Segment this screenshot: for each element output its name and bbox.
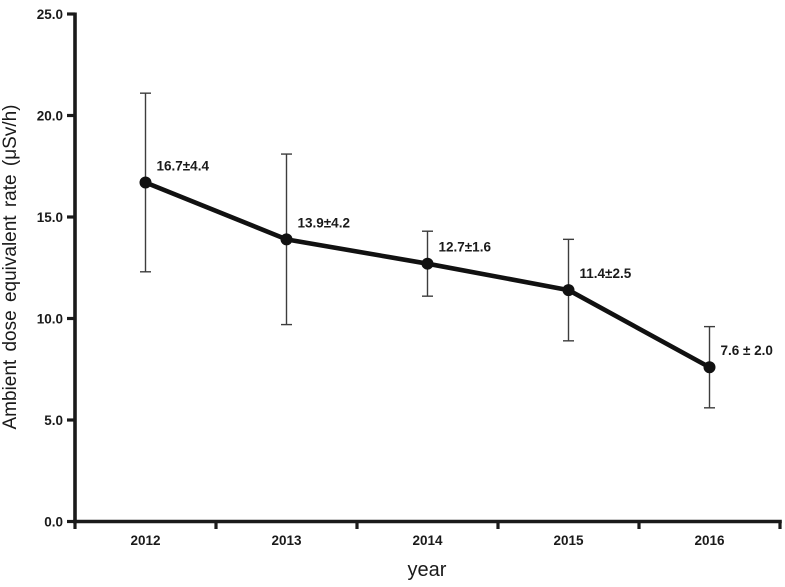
x-tick-labels: 2012 2013 2014 2015 2016 [130,533,725,548]
data-point-marker [562,284,575,297]
data-point-marker [280,233,293,246]
y-tick-label: 25.0 [37,7,63,22]
data-points [139,176,716,374]
data-point-marker [421,257,434,270]
data-point-label: 11.4±2.5 [580,266,632,281]
x-tick-label: 2015 [553,533,584,548]
data-point-marker [703,361,716,374]
y-tick-label: 0.0 [44,514,63,529]
x-axis-label: year [408,559,447,581]
data-point-label: 7.6 ± 2.0 [721,343,773,358]
y-axis-label: Ambient dose equivalent rate (μSv/h) [0,105,21,430]
data-point-label: 13.9±4.2 [298,215,350,230]
data-point-label: 16.7±4.4 [157,158,210,173]
x-tick-label: 2016 [694,533,725,548]
y-tick-label: 15.0 [37,210,63,225]
data-point-labels: 16.7±4.4 13.9±4.2 12.7±1.6 11.4±2.5 7.6 ± 2.… [157,158,773,358]
x-tick-label: 2012 [130,533,160,548]
axes [67,12,782,529]
y-tick-labels: 0.0 5.0 10.0 15.0 20.0 25.0 [37,7,63,529]
y-tick-label: 5.0 [44,413,63,428]
x-tick-label: 2014 [412,533,443,548]
y-tick-label: 20.0 [37,108,63,123]
x-tick-label: 2013 [271,533,302,548]
data-point-label: 12.7±1.6 [439,240,492,255]
error-bars [140,92,715,409]
data-point-marker [139,176,152,189]
y-tick-label: 10.0 [37,311,63,326]
